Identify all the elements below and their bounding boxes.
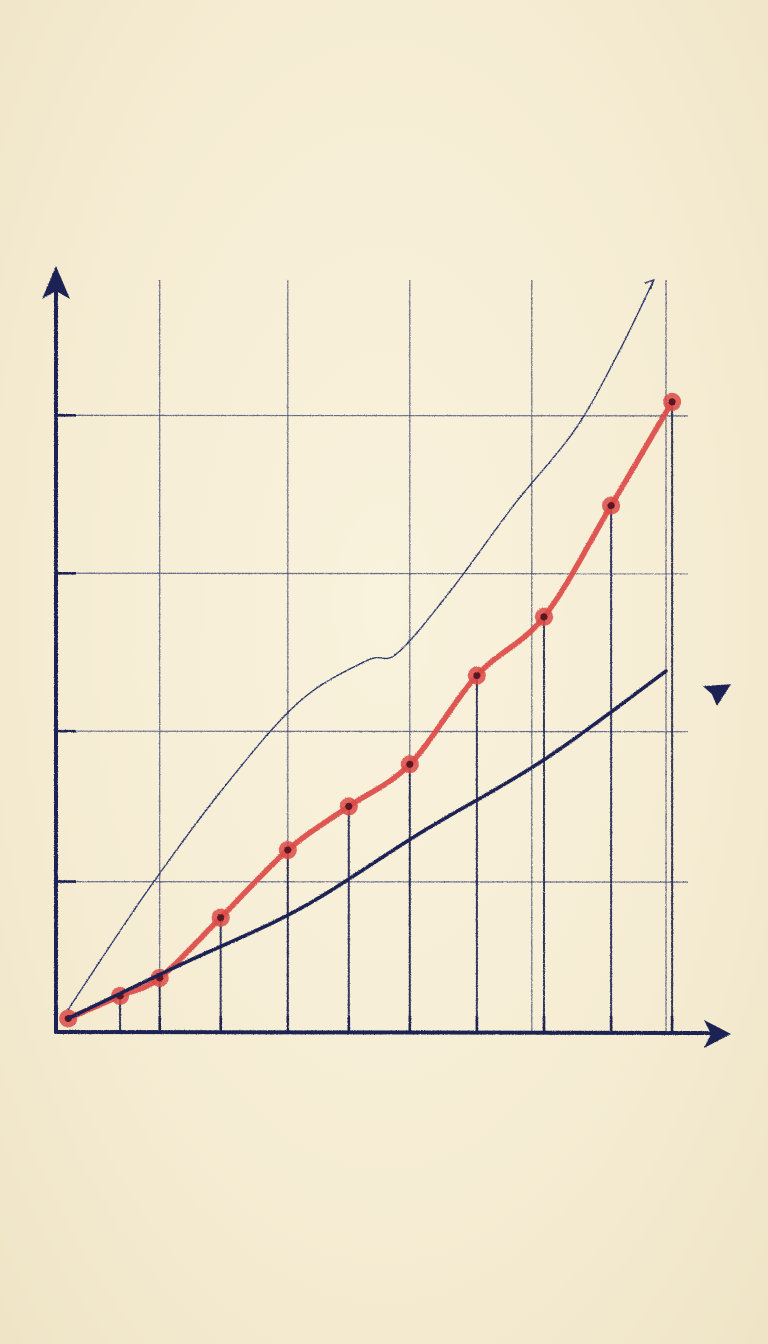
grid-line-horizontal [55, 730, 689, 733]
data-point-dot [668, 398, 676, 406]
data-point-dot [284, 846, 292, 854]
x-axis [54, 1030, 714, 1035]
series-line-upper [67, 279, 655, 1011]
x-axis-arrow [704, 1020, 731, 1048]
data-point-dot [607, 502, 615, 510]
series-line-red [65, 399, 675, 1022]
y-axis-arrow [42, 266, 70, 299]
series-arrowhead-navy [702, 684, 731, 707]
data-point-dot [540, 613, 548, 621]
axes [42, 266, 731, 1048]
grid-line-horizontal [55, 880, 689, 883]
data-point-dot [217, 914, 225, 922]
data-point-dot [345, 802, 353, 811]
series-arrowhead-upper [644, 278, 655, 290]
series-line-navy [66, 669, 668, 1021]
data-point-dot [406, 760, 414, 768]
grid [55, 280, 689, 1032]
data-point-dot [473, 671, 481, 680]
series-layer [59, 278, 731, 1028]
grid-line-horizontal [55, 572, 689, 575]
grid-line-horizontal [55, 414, 689, 417]
